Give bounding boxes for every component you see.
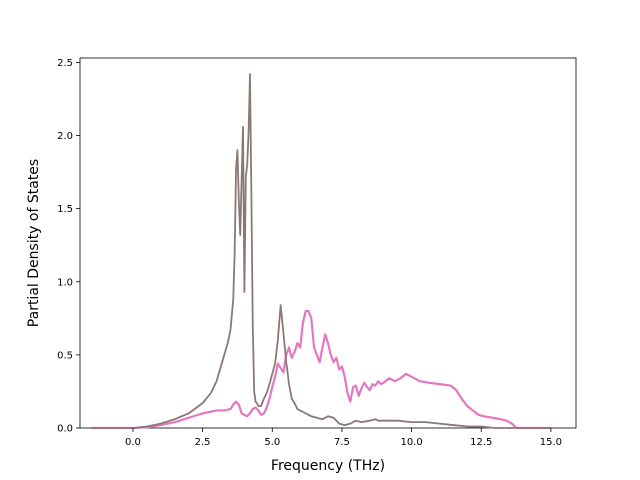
x-axis-ticks: 0.0 2.5 5.0 7.5 10.0 12.5 15.0 xyxy=(125,428,562,448)
x-tick-label: 15.0 xyxy=(540,437,562,448)
x-tick-label: 0.0 xyxy=(125,437,141,448)
y-axis-label: Partial Density of States xyxy=(26,159,42,327)
y-tick-label: 1.0 xyxy=(57,277,73,288)
y-tick-label: 2.5 xyxy=(57,58,73,69)
series-line-2 xyxy=(91,73,551,429)
series-line-1 xyxy=(91,309,551,430)
y-tick-label: 1.5 xyxy=(57,204,73,215)
x-tick-label: 10.0 xyxy=(400,437,422,448)
y-axis-ticks: 0.0 0.5 1.0 1.5 2.0 2.5 xyxy=(57,58,80,435)
x-tick-label: 5.0 xyxy=(264,437,280,448)
y-tick-label: 0.5 xyxy=(57,350,73,361)
x-tick-label: 2.5 xyxy=(195,437,211,448)
series-layer xyxy=(91,73,551,430)
x-tick-label: 7.5 xyxy=(334,437,350,448)
y-tick-label: 0.0 xyxy=(57,424,73,435)
plot-frame xyxy=(79,57,577,429)
x-tick-label: 12.5 xyxy=(470,437,492,448)
y-tick-label: 2.0 xyxy=(57,131,73,142)
x-axis-label: Frequency (THz) xyxy=(271,458,385,474)
